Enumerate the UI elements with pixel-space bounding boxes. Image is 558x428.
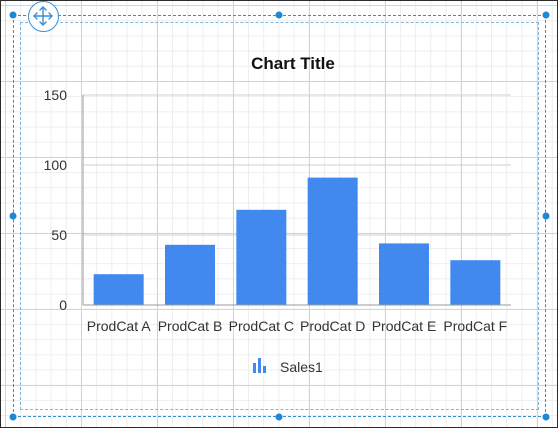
resize-handle-top-left[interactable] bbox=[9, 11, 17, 19]
move-arrows-icon bbox=[33, 6, 53, 26]
x-tick-label-1: ProdCat B bbox=[158, 318, 223, 334]
bar-prodcat-b[interactable] bbox=[165, 244, 215, 305]
resize-handle-left[interactable] bbox=[9, 212, 17, 220]
resize-handle-right[interactable] bbox=[542, 212, 550, 220]
y-tick-label-2: 100 bbox=[44, 157, 68, 173]
legend-icon-bar-0 bbox=[253, 363, 256, 373]
resize-handle-bottom[interactable] bbox=[275, 413, 283, 421]
y-tick-label-0: 0 bbox=[59, 297, 67, 313]
x-tick-label-2: ProdCat C bbox=[229, 318, 294, 334]
bar-prodcat-c[interactable] bbox=[236, 209, 287, 305]
y-axis: 0 50 100 150 bbox=[44, 87, 84, 313]
plot-gridlines bbox=[83, 94, 511, 306]
y-tick-label-1: 50 bbox=[51, 227, 67, 243]
legend-icon-bar-2 bbox=[263, 366, 266, 373]
x-tick-label-4: ProdCat E bbox=[372, 318, 437, 334]
chart-title[interactable]: Chart Title bbox=[251, 54, 335, 73]
bar-prodcat-d[interactable] bbox=[307, 177, 358, 305]
resize-handle-top-right[interactable] bbox=[542, 11, 550, 19]
x-tick-label-5: ProdCat F bbox=[443, 318, 507, 334]
chart-area-frame bbox=[20, 22, 539, 410]
chart-legend[interactable]: Sales1 bbox=[253, 358, 323, 375]
x-tick-label-3: ProdCat D bbox=[300, 318, 365, 334]
y-tick-label-3: 150 bbox=[44, 87, 68, 103]
bar-chart-icon bbox=[253, 358, 266, 373]
resize-handle-bottom-right[interactable] bbox=[542, 413, 550, 421]
x-tick-label-0: ProdCat A bbox=[87, 318, 151, 334]
move-handle[interactable] bbox=[28, 1, 59, 32]
bar-prodcat-e[interactable] bbox=[379, 243, 429, 305]
bar-prodcat-a[interactable] bbox=[93, 274, 144, 305]
resize-handle-bottom-left[interactable] bbox=[9, 413, 17, 421]
bar-prodcat-f[interactable] bbox=[450, 260, 501, 305]
bar-series-sales1[interactable] bbox=[93, 177, 501, 305]
resize-handle-top[interactable] bbox=[275, 11, 283, 19]
x-axis: ProdCat A ProdCat B ProdCat C ProdCat D Prod… bbox=[83, 304, 511, 334]
legend-label-sales1: Sales1 bbox=[280, 359, 323, 375]
legend-icon-bar-1 bbox=[258, 358, 261, 373]
